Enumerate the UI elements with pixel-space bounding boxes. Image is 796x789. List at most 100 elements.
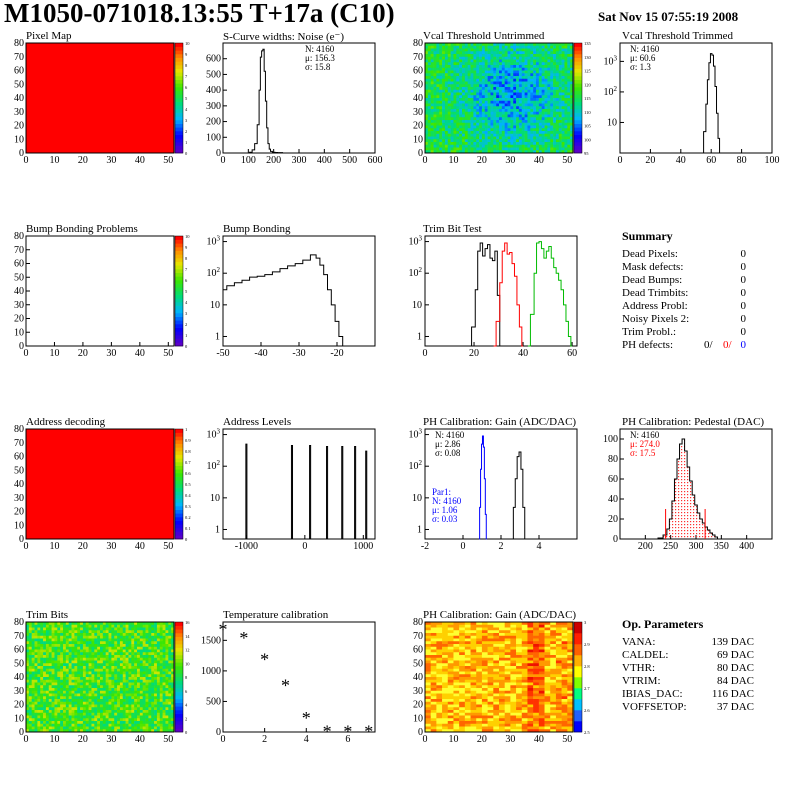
heatmap-cell — [140, 707, 143, 710]
heatmap-cell — [562, 76, 565, 79]
heatmap-cell — [163, 683, 166, 686]
heatmap-cell — [89, 663, 92, 666]
heatmap-cell — [157, 636, 160, 639]
palette-cell — [175, 91, 183, 95]
heatmap-cell — [43, 718, 46, 721]
heatmap-cell — [46, 647, 49, 650]
heatmap-cell — [468, 57, 471, 60]
heatmap-cell — [434, 106, 437, 109]
heatmap-cell — [567, 120, 570, 123]
heatmap-cell — [462, 79, 465, 82]
heatmap-cell — [490, 117, 493, 120]
heatmap-cell — [140, 672, 143, 675]
palette-cell — [175, 247, 183, 251]
heatmap-cell — [117, 636, 120, 639]
heatmap-cell — [43, 688, 46, 691]
heatmap-cell — [564, 109, 567, 112]
heatmap-cell — [488, 60, 491, 63]
heatmap-cell — [120, 727, 123, 730]
heatmap-cell — [80, 710, 83, 713]
heatmap-cell — [530, 54, 533, 57]
heatmap-cell — [77, 641, 80, 644]
heatmap-cell — [442, 727, 448, 730]
heatmap-cell — [468, 73, 471, 76]
heatmap-cell — [530, 65, 533, 68]
heatmap-cell — [168, 707, 171, 710]
palette-cell — [574, 94, 582, 98]
heatmap-cell — [550, 120, 553, 123]
heatmap-cell — [109, 727, 112, 730]
heatmap-cell — [37, 683, 40, 686]
heatmap-cell — [493, 115, 496, 118]
heatmap-cell — [485, 76, 488, 79]
heatmap-cell — [109, 680, 112, 683]
heatmap-cell — [35, 644, 38, 647]
heatmap-cell — [502, 60, 505, 63]
heatmap-cell — [60, 625, 63, 628]
heatmap-cell — [448, 95, 451, 98]
heatmap-cell — [151, 663, 154, 666]
heatmap-cell — [94, 696, 97, 699]
heatmap-cell — [562, 60, 565, 63]
heatmap-cell — [69, 666, 72, 669]
heatmap-cell — [83, 639, 86, 642]
palette-cell — [175, 633, 183, 637]
palette-cell — [175, 135, 183, 139]
heatmap-cell — [499, 109, 502, 112]
palette-cell — [574, 80, 582, 84]
heatmap-cell — [562, 142, 565, 145]
heatmap-cell — [431, 674, 437, 677]
heatmap-cell — [86, 691, 89, 694]
heatmap-cell — [442, 644, 448, 647]
heatmap-cell — [52, 672, 55, 675]
heatmap-cell — [131, 685, 134, 688]
heatmap-cell — [89, 721, 92, 724]
heatmap-cell — [536, 128, 539, 131]
heatmap-cell — [556, 145, 559, 148]
heatmap-cell — [66, 639, 69, 642]
heatmap-cell — [505, 117, 508, 120]
heatmap-cell — [462, 60, 465, 63]
heatmap-cell — [453, 148, 456, 151]
heatmap-cell — [553, 57, 556, 60]
palette-cell — [574, 58, 582, 62]
heatmap-cell — [434, 84, 437, 87]
heatmap-cell — [459, 95, 462, 98]
heatmap-cell — [445, 79, 448, 82]
heatmap-cell — [134, 696, 137, 699]
heatmap-cell — [134, 647, 137, 650]
heatmap-cell — [52, 666, 55, 669]
heatmap-cell — [109, 628, 112, 631]
heatmap-cell — [436, 669, 442, 672]
heatmap-cell — [137, 713, 140, 716]
heatmap-cell — [83, 707, 86, 710]
heatmap-cell — [493, 137, 496, 140]
heatmap-cell — [490, 139, 493, 142]
heatmap-cell — [157, 663, 160, 666]
heatmap-cell — [442, 68, 445, 71]
heatmap-cell — [35, 677, 38, 680]
heatmap-cell — [117, 658, 120, 661]
heatmap-cell — [499, 120, 502, 123]
heatmap-cell — [151, 683, 154, 686]
heatmap-cell — [425, 699, 431, 702]
palette-cell — [175, 528, 183, 532]
heatmap-cell — [100, 666, 103, 669]
heatmap-cell — [100, 705, 103, 708]
heatmap-cell — [436, 68, 439, 71]
x-tick-label: 0 — [423, 734, 428, 745]
heatmap-cell — [146, 699, 149, 702]
heatmap-cell — [482, 134, 485, 137]
heatmap-cell — [564, 142, 567, 145]
heatmap-cell — [527, 131, 530, 134]
heatmap-cell — [57, 674, 60, 677]
heatmap-cell — [143, 696, 146, 699]
heatmap-cell — [485, 60, 488, 63]
heatmap-cell — [131, 694, 134, 697]
heatmap-cell — [519, 51, 522, 54]
heatmap-cell — [157, 727, 160, 730]
heatmap-cell — [35, 672, 38, 675]
heatmap-cell — [465, 73, 468, 76]
